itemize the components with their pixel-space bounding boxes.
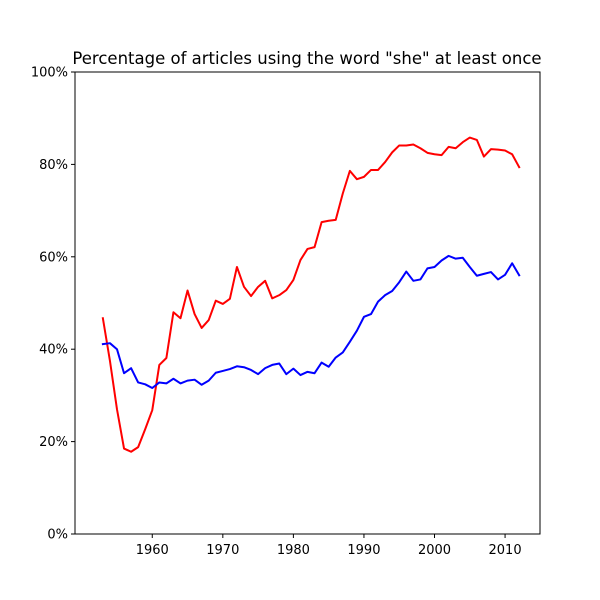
x-tick-label: 1980 — [277, 543, 310, 558]
y-tick-label: 0% — [47, 528, 68, 543]
y-tick-label: 80% — [39, 158, 68, 173]
chart-title: Percentage of articles using the word "s… — [72, 49, 541, 68]
series-layer — [101, 136, 521, 453]
x-tick-label: 2010 — [489, 543, 522, 558]
plot-frame — [74, 71, 541, 535]
y-tick-label: 40% — [39, 343, 68, 358]
y-axis: 0% 20% 40% 60% 80% 100% — [31, 66, 75, 543]
x-tick-label: 2000 — [418, 543, 451, 558]
series-line-2 — [101, 254, 521, 390]
x-tick-label: 1990 — [347, 543, 380, 558]
y-tick-label: 60% — [39, 250, 68, 265]
y-tick-label: 100% — [31, 66, 68, 81]
x-axis: 1960 1970 1980 1990 2000 2010 — [136, 534, 522, 558]
y-tick-label: 20% — [39, 435, 68, 450]
x-tick-label: 1970 — [206, 543, 239, 558]
series-line-1 — [101, 136, 521, 453]
x-tick-label: 1960 — [136, 543, 169, 558]
